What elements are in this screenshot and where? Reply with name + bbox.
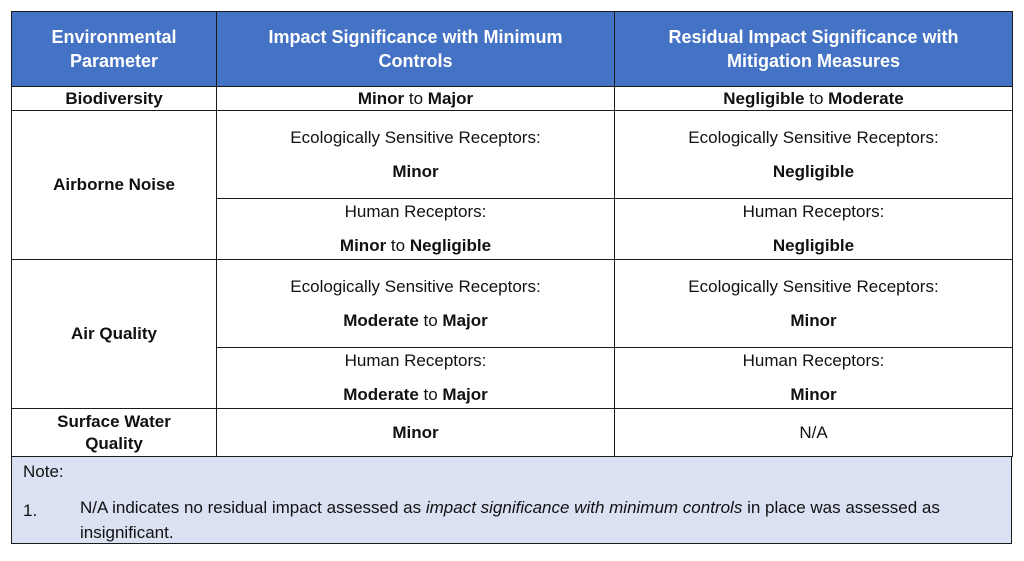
residual-noise-human: Human Receptors: Negligible [614, 198, 1013, 260]
table-row: Air Quality Ecologically Sensitive Recep… [11, 259, 1013, 409]
header-row: Environmental Parameter Impact Significa… [11, 11, 1013, 87]
note-title: Note: [23, 462, 64, 481]
human-value: Minor to Negligible [339, 236, 492, 255]
param-biodiversity: Biodiversity [11, 86, 217, 111]
eco-value: Moderate to Major [343, 310, 488, 330]
residual-air-human: Human Receptors: Minor [614, 347, 1013, 409]
significance-table: Environmental Parameter Impact Significa… [11, 11, 1013, 457]
impact-noise-eco: Ecologically Sensitive Receptors: Minor [216, 110, 615, 199]
param-surface-water: Surface Water Quality [11, 408, 217, 457]
header-parameter: Environmental Parameter [11, 11, 217, 87]
eco-value: Minor [392, 161, 439, 181]
eco-label: Ecologically Sensitive Receptors: [290, 276, 541, 296]
eco-value: Negligible [772, 161, 855, 181]
table-row: Human Receptors: Minor to Negligible Hum… [12, 198, 1013, 260]
header-residual: Residual Impact Significance with Mitiga… [614, 11, 1013, 87]
impact-biodiversity: Minor to Major [216, 86, 615, 111]
note-text: N/A indicates no residual impact assesse… [80, 498, 940, 542]
note-box: Note: 1. N/A indicates no residual impac… [11, 457, 1012, 544]
impact-air-human: Human Receptors: Moderate to Major [216, 347, 615, 409]
residual-noise-eco: Ecologically Sensitive Receptors: Neglig… [614, 110, 1013, 199]
eco-value: Minor [790, 310, 837, 330]
impact-noise-human: Human Receptors: Minor to Negligible [216, 198, 615, 260]
table-row: Surface Water Quality Minor N/A [11, 408, 1013, 457]
table-row: Airborne Noise Ecologically Sensitive Re… [11, 110, 1013, 260]
significance-table-container: Environmental Parameter Impact Significa… [11, 11, 1013, 544]
human-label: Human Receptors: [742, 351, 885, 370]
human-label: Human Receptors: [344, 351, 487, 370]
header-impact: Impact Significance with Minimum Control… [216, 11, 615, 87]
residual-biodiversity: Negligible to Moderate [614, 86, 1013, 111]
note-number: 1. [23, 501, 38, 520]
param-airborne-noise: Airborne Noise [11, 110, 217, 260]
residual-surface-water: N/A [614, 408, 1013, 457]
table-row: Biodiversity Minor to Major Negligible t… [11, 86, 1013, 111]
eco-label: Ecologically Sensitive Receptors: [688, 127, 939, 147]
eco-label: Ecologically Sensitive Receptors: [688, 276, 939, 296]
human-value: Negligible [772, 236, 855, 255]
impact-air-eco: Ecologically Sensitive Receptors: Modera… [216, 259, 615, 348]
human-label: Human Receptors: [742, 202, 885, 221]
residual-air-eco: Ecologically Sensitive Receptors: Minor [614, 259, 1013, 348]
human-value: Minor [790, 385, 837, 404]
human-label: Human Receptors: [344, 202, 487, 221]
param-air-quality: Air Quality [11, 259, 217, 409]
eco-label: Ecologically Sensitive Receptors: [290, 127, 541, 147]
impact-surface-water: Minor [216, 408, 615, 457]
human-value: Moderate to Major [343, 385, 488, 404]
